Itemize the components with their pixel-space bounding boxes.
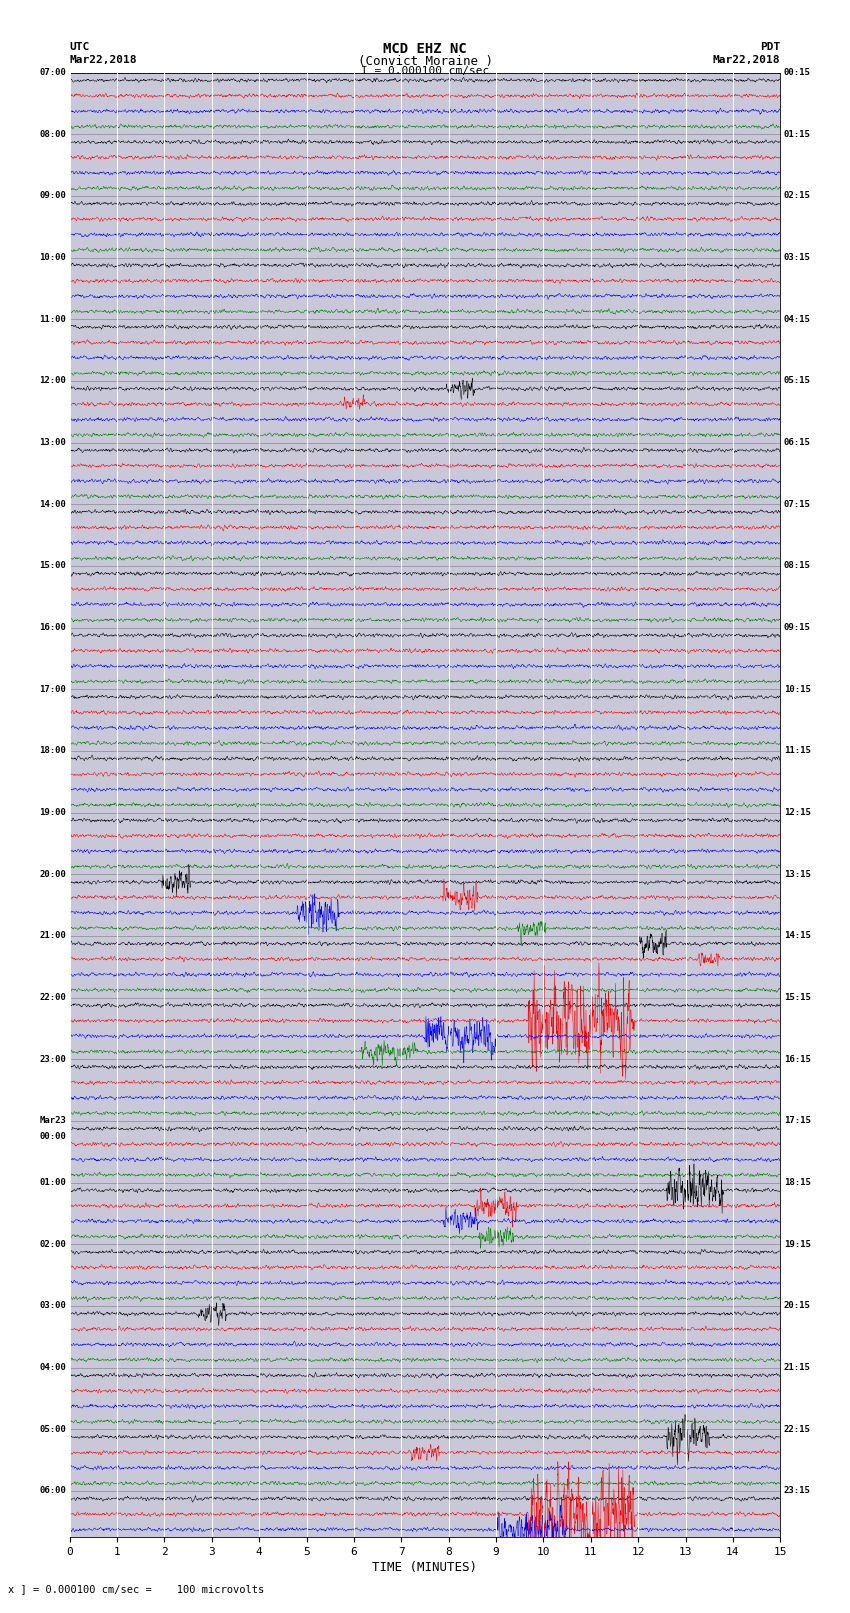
- Text: 09:15: 09:15: [784, 623, 811, 632]
- Text: 02:15: 02:15: [784, 192, 811, 200]
- Text: 11:15: 11:15: [784, 747, 811, 755]
- Text: 08:15: 08:15: [784, 561, 811, 571]
- Text: 23:15: 23:15: [784, 1487, 811, 1495]
- Text: UTC: UTC: [70, 42, 90, 52]
- Text: 14:00: 14:00: [39, 500, 66, 508]
- Text: Mar22,2018: Mar22,2018: [713, 55, 780, 65]
- Text: (Convict Moraine ): (Convict Moraine ): [358, 55, 492, 68]
- Text: 05:15: 05:15: [784, 376, 811, 386]
- Text: 06:15: 06:15: [784, 439, 811, 447]
- Text: MCD EHZ NC: MCD EHZ NC: [383, 42, 467, 56]
- Text: 12:00: 12:00: [39, 376, 66, 386]
- Text: 13:00: 13:00: [39, 439, 66, 447]
- Text: 22:00: 22:00: [39, 994, 66, 1002]
- Text: 22:15: 22:15: [784, 1424, 811, 1434]
- Text: 13:15: 13:15: [784, 869, 811, 879]
- Text: 03:15: 03:15: [784, 253, 811, 261]
- Text: 20:15: 20:15: [784, 1302, 811, 1310]
- Text: 07:15: 07:15: [784, 500, 811, 508]
- Text: 03:00: 03:00: [39, 1302, 66, 1310]
- Text: 06:00: 06:00: [39, 1487, 66, 1495]
- Text: 15:15: 15:15: [784, 994, 811, 1002]
- Text: 21:00: 21:00: [39, 931, 66, 940]
- Text: x ] = 0.000100 cm/sec =    100 microvolts: x ] = 0.000100 cm/sec = 100 microvolts: [8, 1584, 264, 1594]
- Text: 15:00: 15:00: [39, 561, 66, 571]
- Text: 08:00: 08:00: [39, 129, 66, 139]
- Text: 04:15: 04:15: [784, 315, 811, 324]
- Text: 04:00: 04:00: [39, 1363, 66, 1373]
- Text: 23:00: 23:00: [39, 1055, 66, 1063]
- Text: 11:00: 11:00: [39, 315, 66, 324]
- Text: 01:15: 01:15: [784, 129, 811, 139]
- Text: 17:00: 17:00: [39, 686, 66, 694]
- Text: 12:15: 12:15: [784, 808, 811, 818]
- Text: PDT: PDT: [760, 42, 780, 52]
- Text: 19:15: 19:15: [784, 1240, 811, 1248]
- Text: 18:00: 18:00: [39, 747, 66, 755]
- Text: Mar23: Mar23: [39, 1116, 66, 1126]
- Text: 14:15: 14:15: [784, 931, 811, 940]
- Text: 09:00: 09:00: [39, 192, 66, 200]
- Text: 19:00: 19:00: [39, 808, 66, 818]
- Text: 16:15: 16:15: [784, 1055, 811, 1063]
- Text: 17:15: 17:15: [784, 1116, 811, 1126]
- Text: 05:00: 05:00: [39, 1424, 66, 1434]
- Text: 18:15: 18:15: [784, 1177, 811, 1187]
- Text: 00:00: 00:00: [39, 1132, 66, 1140]
- Text: 20:00: 20:00: [39, 869, 66, 879]
- Text: Mar22,2018: Mar22,2018: [70, 55, 137, 65]
- X-axis label: TIME (MINUTES): TIME (MINUTES): [372, 1561, 478, 1574]
- Text: 02:00: 02:00: [39, 1240, 66, 1248]
- Text: 10:15: 10:15: [784, 686, 811, 694]
- Text: 01:00: 01:00: [39, 1177, 66, 1187]
- Text: 10:00: 10:00: [39, 253, 66, 261]
- Text: 16:00: 16:00: [39, 623, 66, 632]
- Text: 21:15: 21:15: [784, 1363, 811, 1373]
- Text: 00:15: 00:15: [784, 68, 811, 77]
- Text: I = 0.000100 cm/sec: I = 0.000100 cm/sec: [361, 66, 489, 76]
- Text: 07:00: 07:00: [39, 68, 66, 77]
